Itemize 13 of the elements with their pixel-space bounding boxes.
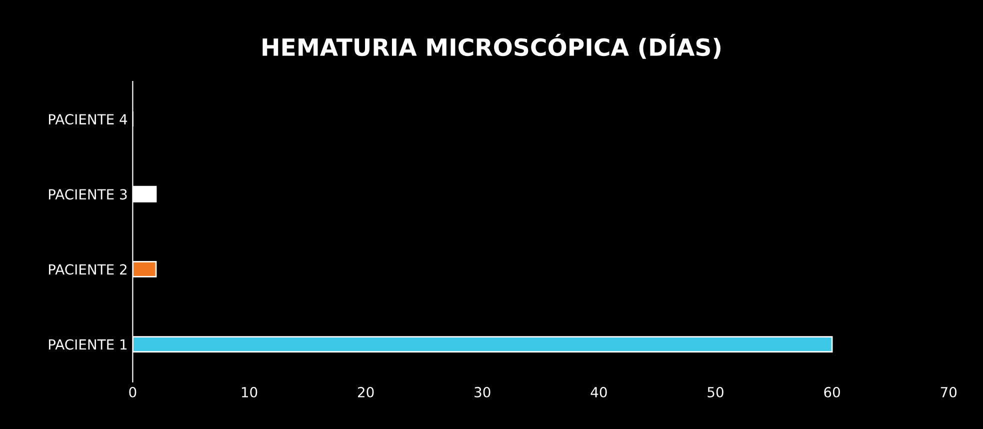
x-tick-label: 20	[358, 386, 374, 398]
x-tick-label: 30	[474, 386, 490, 398]
y-tick-label: PACIENTE 3	[48, 189, 127, 200]
y-tick-label: PACIENTE 4	[48, 114, 128, 125]
x-tick-label: 60	[824, 386, 840, 398]
x-tick-label: 0	[129, 386, 136, 398]
x-tick-label: 50	[708, 386, 724, 398]
y-tick-label: PACIENTE 1	[48, 339, 127, 350]
x-tick-label: 70	[940, 386, 957, 398]
chart-title: HEMATURIA MICROSCÓPICA (DÍAS)	[262, 34, 720, 59]
y-tick-label: PACIENTE 2	[48, 264, 126, 275]
x-tick-label: 10	[242, 386, 258, 398]
x-tick-label: 40	[590, 386, 607, 398]
